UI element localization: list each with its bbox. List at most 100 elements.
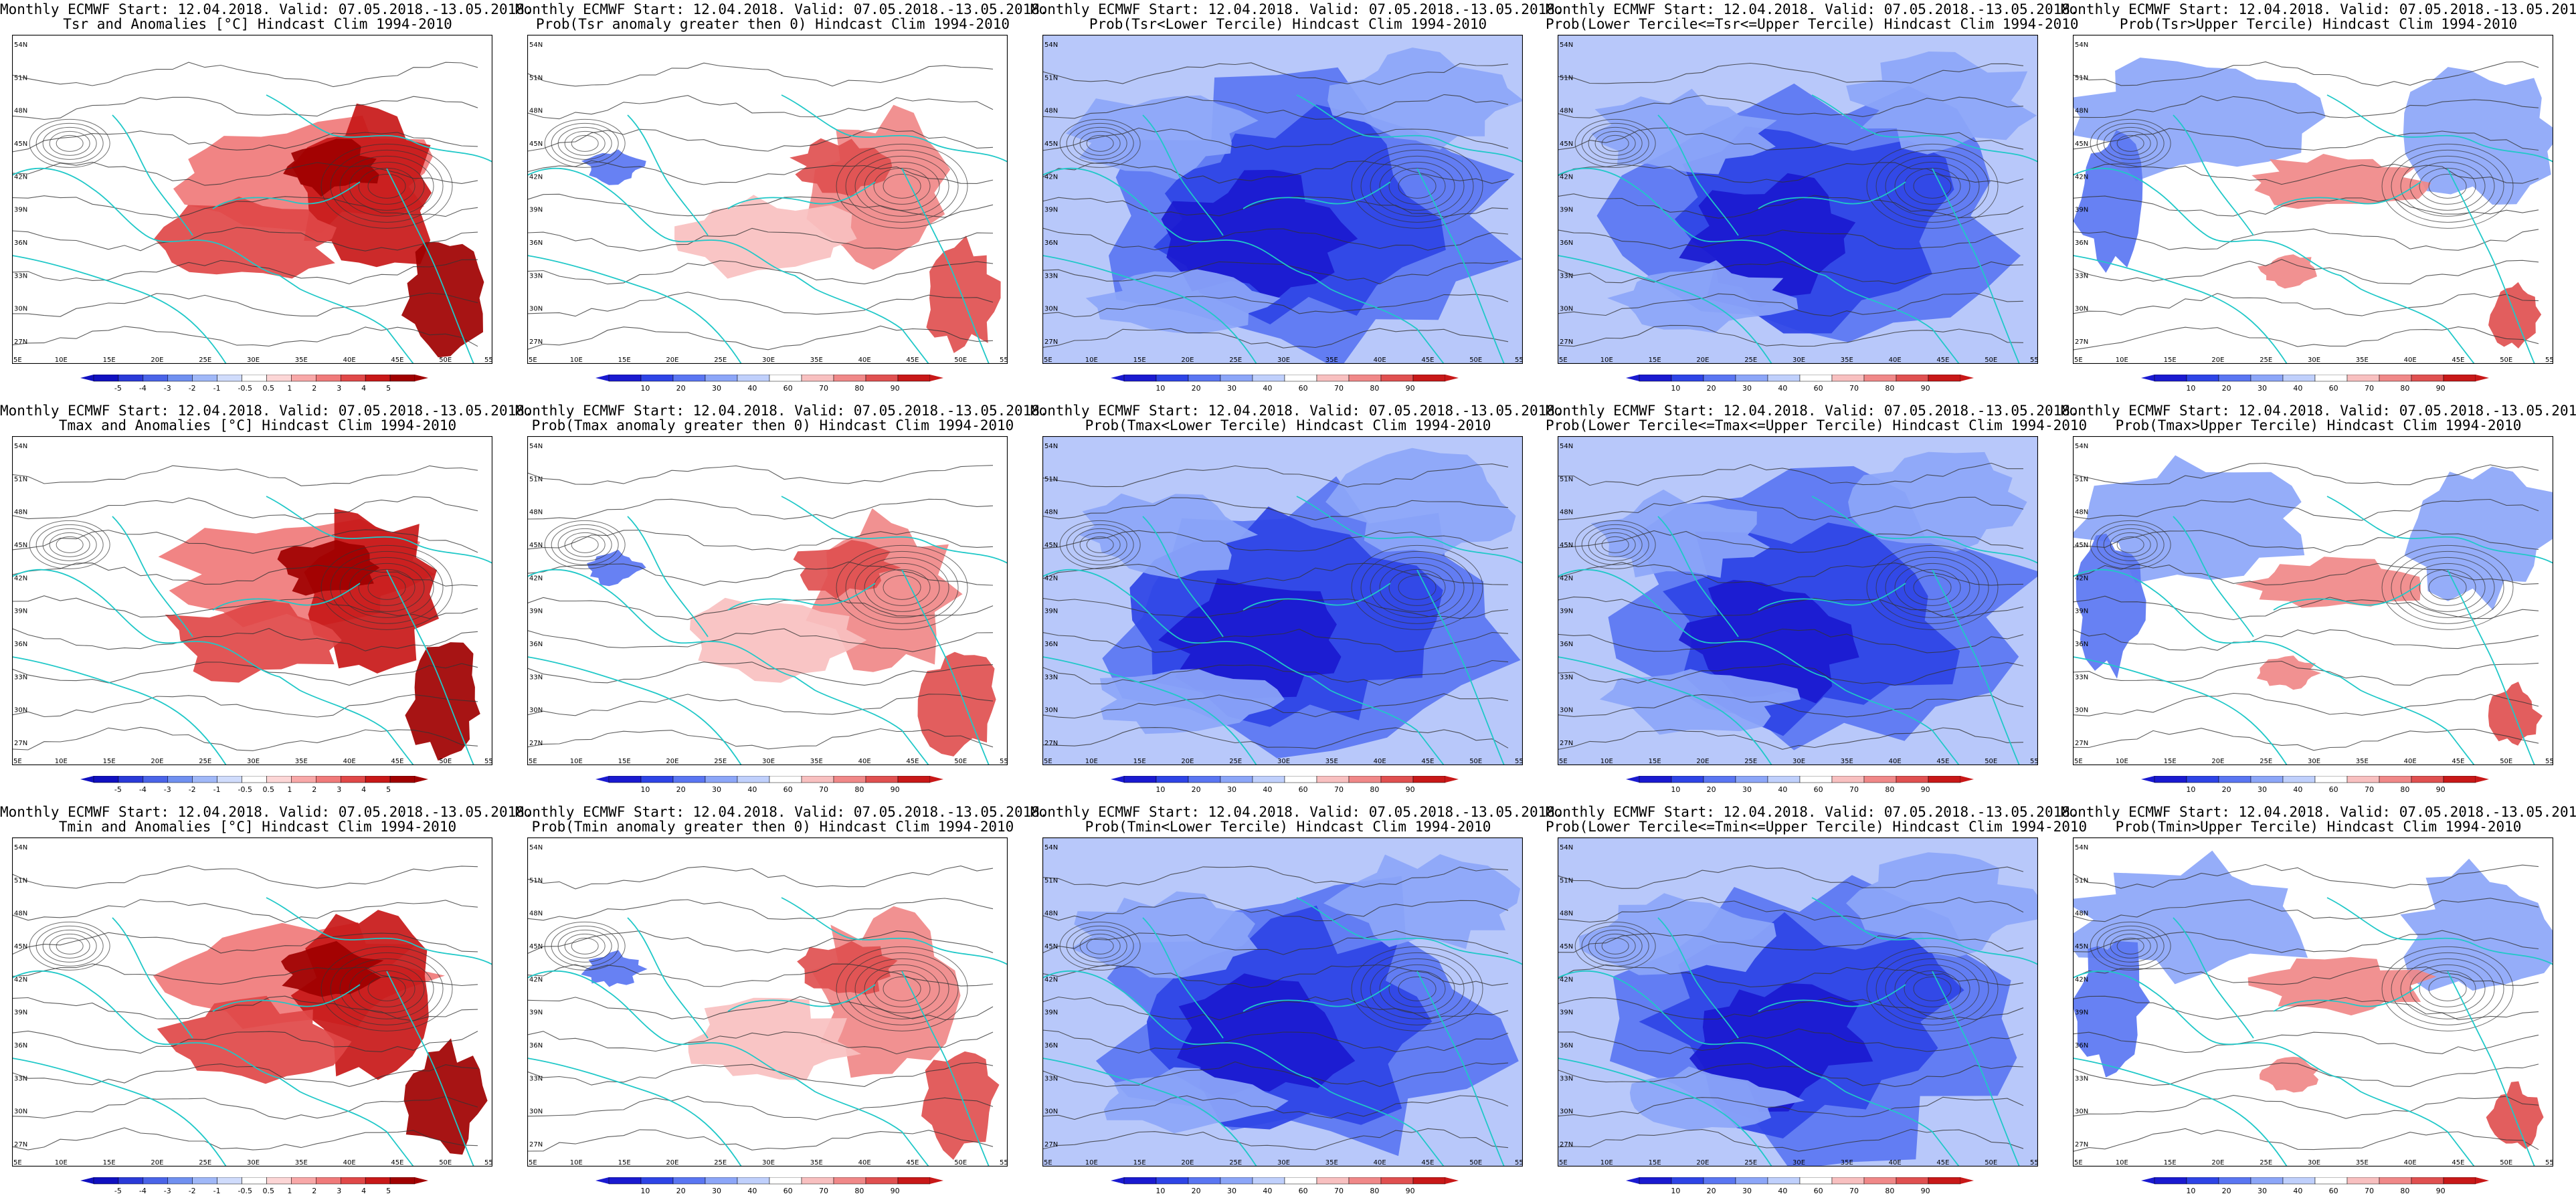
lon-label: 50E (1985, 758, 1997, 765)
contour-line (527, 996, 994, 1021)
contour-line (2073, 692, 2539, 716)
colorbar-tick-label: -3 (164, 785, 171, 794)
panel-title-line2: Prob(Lower Tercile<=Tsr<=Upper Tercile) … (1546, 16, 2079, 32)
panel-title-line2: Prob(Tmax<Lower Tercile) Hindcast Clim 1… (1085, 417, 1491, 433)
lat-label: 30N (1560, 1108, 1573, 1116)
colorbar-swatch (1284, 375, 1317, 382)
colorbar-swatch (1831, 1177, 1865, 1185)
contour-line (527, 597, 994, 620)
lon-label: 10E (1085, 1159, 1098, 1167)
contour-line (1581, 524, 1649, 565)
colorbar-tick-label: 40 (1263, 384, 1272, 393)
lon-label: 40E (1374, 758, 1386, 765)
lon-label: 40E (858, 758, 871, 765)
colorbar-tick-label: 90 (1406, 384, 1415, 393)
lon-label: 15E (2164, 1159, 2177, 1167)
contour-line (330, 149, 444, 223)
lon-label: 30E (1277, 758, 1290, 765)
lat-label: 42N (529, 976, 543, 983)
colorbar-tick-label: 20 (1707, 785, 1716, 794)
coastline (1758, 583, 1906, 611)
lon-label: 45E (1421, 357, 1434, 364)
lat-label: 39N (2075, 207, 2088, 214)
colorbar-tick-label: 70 (1849, 785, 1859, 794)
contour-line (1360, 550, 1474, 624)
contour-line (1079, 130, 1121, 156)
contour-line (2090, 520, 2171, 569)
lon-label: 15E (103, 357, 116, 364)
colorbar-tick-label: -3 (164, 1187, 171, 1195)
lat-label: 54N (14, 41, 27, 49)
coastline (901, 569, 990, 765)
contour-line (1351, 143, 1483, 229)
coastline (527, 167, 929, 364)
lon-label: 45E (1936, 758, 1949, 765)
lon-label: 40E (2404, 357, 2417, 364)
lon-label: 55E (1000, 357, 1008, 364)
contour-line (1059, 520, 1141, 569)
shaded-region (1327, 47, 1523, 150)
lon-label: 30E (762, 357, 775, 364)
colorbar-swatch (737, 375, 770, 382)
colorbar-swatch (897, 375, 931, 382)
colorbar-tick-label: 90 (1406, 1187, 1415, 1195)
contour-line (1351, 946, 1483, 1031)
contour-line (527, 127, 994, 152)
lon-label: 45E (391, 357, 403, 364)
contour-line (1574, 118, 1656, 168)
coastline (2273, 984, 2421, 1012)
colorbar-tick-label: 90 (891, 785, 900, 794)
contour-line (339, 155, 434, 217)
coastline (627, 917, 709, 1039)
contour-line (883, 976, 921, 1001)
contour-line (2073, 228, 2539, 251)
coastline (266, 94, 492, 163)
contour-line (527, 1096, 994, 1120)
lat-label: 36N (2075, 641, 2088, 648)
colorbar-tick-label: -0.5 (238, 785, 252, 794)
colorbar-tick-label: 10 (640, 384, 650, 393)
coastline (527, 1058, 742, 1167)
lat-label: 30N (14, 1108, 27, 1116)
contour-line (1398, 173, 1437, 199)
contour-line (2419, 167, 2476, 205)
coastline (1416, 971, 1505, 1167)
contour-line (544, 118, 626, 168)
lon-label: 40E (1374, 357, 1386, 364)
lat-label: 36N (1044, 641, 1058, 648)
colorbar-tick-label: 70 (819, 384, 828, 393)
lon-label: 15E (1649, 357, 1661, 364)
contour-line (1558, 496, 2024, 520)
coastline (1042, 656, 1257, 765)
forecast-map: 5E 10E 15E 20E 25E 30E 35E 40E 45E 50E 55E 54N 51N 48… (1042, 837, 1523, 1167)
lon-label: 25E (2260, 1159, 2272, 1167)
contour-line (1073, 528, 1127, 561)
colorbar-swatch (1799, 375, 1833, 382)
contour-line (1894, 563, 1970, 612)
lat-label: 30N (1044, 1108, 1058, 1116)
colorbar-swatch (1831, 776, 1865, 783)
contour-line (564, 933, 606, 959)
panel-tsr-prob-lower: Monthly ECMWF Start: 12.04.2018. Valid: … (1030, 0, 1564, 401)
contour-line (1042, 1128, 1509, 1150)
lon-label: 50E (1985, 1159, 1997, 1167)
coastline (2447, 971, 2535, 1167)
contour-line (1066, 122, 1134, 164)
shaded-region (790, 138, 893, 197)
lat-label: 33N (529, 272, 543, 280)
colorbar-tick-label: 2 (312, 1187, 316, 1195)
lon-label: 25E (1744, 758, 1757, 765)
forecast-map: 5E 10E 15E 20E 25E 30E 35E 40E 45E 50E 55E 54N 51N 48… (527, 837, 1008, 1167)
lat-label: 54N (2075, 41, 2088, 49)
contour-line (1558, 897, 2024, 923)
colorbar-swatch (316, 776, 341, 783)
lat-label: 42N (2075, 575, 2088, 582)
lat-label: 48N (529, 910, 543, 918)
contour-line (320, 143, 453, 229)
lat-label: 42N (2075, 976, 2088, 983)
contour-line (2073, 965, 2539, 986)
colorbar-tick-label: 30 (712, 384, 721, 393)
contour-line (1558, 193, 2024, 219)
colorbar-swatch (1380, 1177, 1414, 1185)
contour-line (2096, 122, 2165, 164)
